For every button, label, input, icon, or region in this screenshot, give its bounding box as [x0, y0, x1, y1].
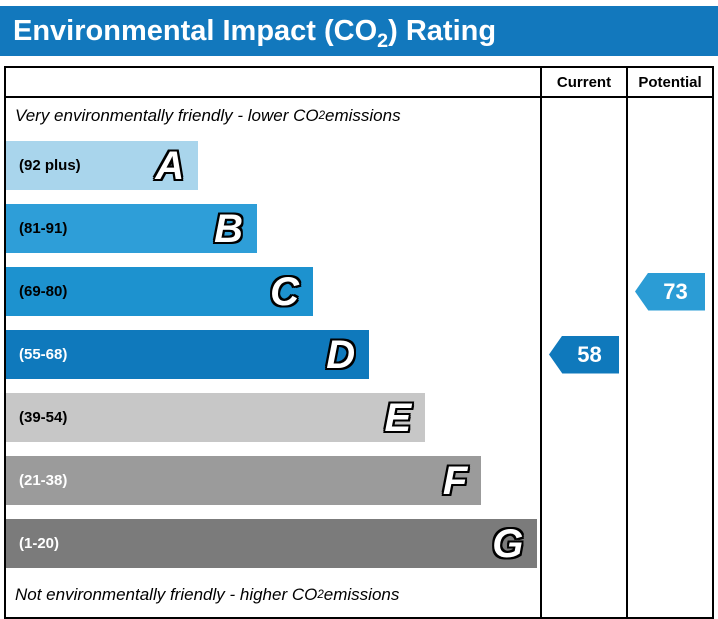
potential-rating-value: 73 — [663, 278, 688, 304]
band-letter: B — [214, 206, 243, 251]
band-row-a: (92 plus) A — [6, 134, 540, 197]
bottom-note-text-end: emissions — [323, 585, 400, 604]
bottom-note: Not environmentally friendly - higher CO… — [15, 585, 400, 604]
band-list: (92 plus) A (81-91) B (69-80) C (55-68) — [6, 134, 540, 575]
band-bar-g: (1-20) G — [6, 519, 538, 568]
potential-rating-arrow: 73 — [635, 272, 705, 311]
potential-column: Potential 73 — [626, 68, 712, 617]
band-range-label: (55-68) — [19, 346, 68, 363]
band-row-f: (21-38) F — [6, 449, 540, 512]
band-row-d: (55-68) D — [6, 323, 540, 386]
band-bar-b: (81-91) B — [6, 204, 257, 253]
band-bar-a: (92 plus) A — [6, 141, 199, 190]
column-header-potential: Potential — [628, 68, 712, 98]
epc-co2-rating-chart: Very environmentally friendly - lower CO… — [4, 66, 714, 619]
page-title-subscript: 2 — [377, 29, 389, 52]
band-range-label: (81-91) — [19, 220, 68, 237]
page-title: Environmental Impact (CO2) Rating — [13, 14, 497, 52]
title-banner: Environmental Impact (CO2) Rating — [0, 6, 718, 56]
band-range-label: (21-38) — [19, 472, 68, 489]
potential-note-spacer — [628, 98, 712, 134]
band-range-label: (39-54) — [19, 409, 68, 426]
band-range-label: (92 plus) — [19, 157, 81, 174]
band-row-g: (1-20) G — [6, 512, 540, 575]
band-letter: D — [326, 332, 356, 377]
current-column: Current 58 — [540, 68, 626, 617]
band-letter: G — [492, 521, 524, 566]
band-range-label: (69-80) — [19, 283, 68, 300]
band-letter: E — [384, 395, 412, 440]
band-bar-f: (21-38) F — [6, 456, 482, 505]
bottom-note-text: Not environmentally friendly - higher CO — [15, 585, 318, 604]
page-title-text: Environmental Impact (CO — [13, 14, 378, 47]
top-note: Very environmentally friendly - lower CO… — [15, 106, 401, 125]
band-bar-c: (69-80) C — [6, 267, 314, 316]
band-row-e: (39-54) E — [6, 386, 540, 449]
band-letter: C — [270, 269, 300, 314]
band-letter: F — [442, 458, 468, 503]
bands-column: Very environmentally friendly - lower CO… — [6, 68, 540, 617]
band-range-label: (1-20) — [19, 535, 60, 552]
band-bar-d: (55-68) D — [6, 330, 370, 379]
current-note-spacer — [542, 98, 626, 134]
band-letter: A — [155, 143, 185, 188]
top-note-text: Very environmentally friendly - lower CO — [15, 106, 319, 125]
column-header-current: Current — [542, 68, 626, 98]
page-title-text-end: ) Rating — [388, 14, 497, 47]
band-row-b: (81-91) B — [6, 197, 540, 260]
band-bar-e: (39-54) E — [6, 393, 426, 442]
current-rating-value: 58 — [577, 341, 602, 367]
band-row-c: (69-80) C — [6, 260, 540, 323]
bands-column-header-spacer — [6, 68, 540, 98]
top-note-text-end: emissions — [325, 106, 401, 125]
current-rating-arrow: 58 — [549, 335, 619, 374]
